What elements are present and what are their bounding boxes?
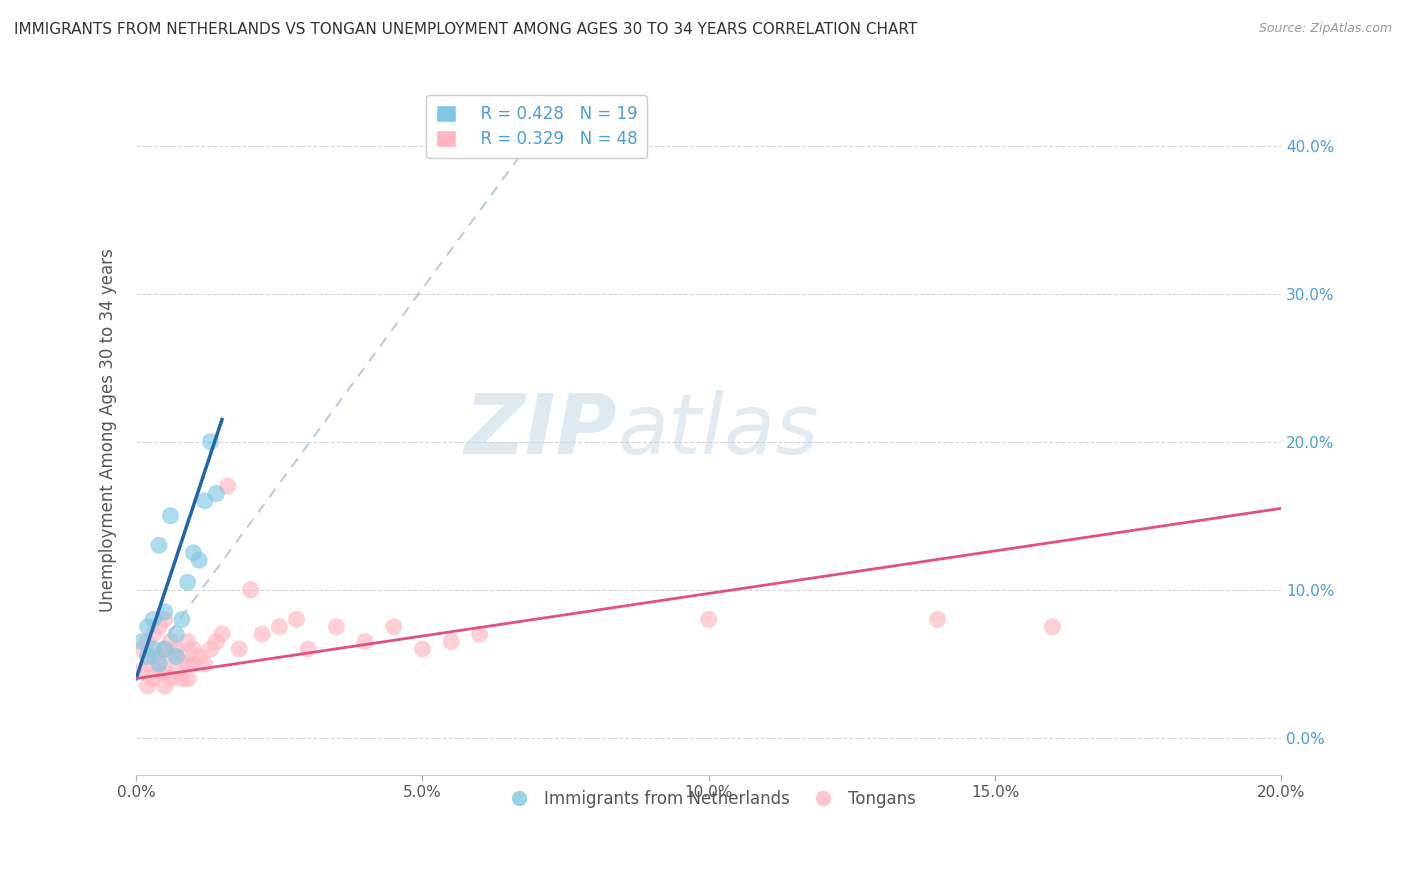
Point bbox=[1040, 620, 1063, 634]
Point bbox=[176, 672, 198, 686]
Point bbox=[136, 634, 159, 648]
Text: IMMIGRANTS FROM NETHERLANDS VS TONGAN UNEMPLOYMENT AMONG AGES 30 TO 34 YEARS COR: IMMIGRANTS FROM NETHERLANDS VS TONGAN UN… bbox=[14, 22, 917, 37]
Point bbox=[148, 538, 170, 552]
Point bbox=[142, 627, 165, 641]
Point bbox=[228, 642, 250, 657]
Point bbox=[153, 642, 176, 657]
Point bbox=[176, 657, 198, 671]
Point bbox=[205, 486, 228, 500]
Point bbox=[382, 620, 405, 634]
Point bbox=[170, 672, 193, 686]
Point bbox=[142, 642, 165, 657]
Point bbox=[153, 605, 176, 619]
Point bbox=[159, 634, 181, 648]
Point bbox=[159, 508, 181, 523]
Point bbox=[205, 634, 228, 648]
Point bbox=[131, 664, 153, 678]
Point bbox=[131, 642, 153, 657]
Point bbox=[411, 642, 433, 657]
Text: atlas: atlas bbox=[617, 390, 818, 471]
Point bbox=[200, 434, 222, 449]
Point bbox=[468, 627, 491, 641]
Point bbox=[165, 627, 187, 641]
Point bbox=[200, 642, 222, 657]
Point bbox=[269, 620, 291, 634]
Point bbox=[136, 649, 159, 664]
Point bbox=[165, 642, 187, 657]
Point bbox=[142, 672, 165, 686]
Point bbox=[170, 649, 193, 664]
Point bbox=[211, 627, 233, 641]
Point bbox=[142, 649, 165, 664]
Point bbox=[194, 657, 217, 671]
Point bbox=[176, 634, 198, 648]
Point bbox=[194, 494, 217, 508]
Point bbox=[159, 672, 181, 686]
Point bbox=[188, 649, 211, 664]
Point bbox=[136, 620, 159, 634]
Point bbox=[354, 634, 377, 648]
Point bbox=[153, 664, 176, 678]
Point bbox=[183, 642, 205, 657]
Point bbox=[148, 649, 170, 664]
Point bbox=[285, 612, 308, 626]
Point bbox=[183, 657, 205, 671]
Point bbox=[188, 553, 211, 567]
Text: ZIP: ZIP bbox=[464, 390, 617, 471]
Point bbox=[153, 612, 176, 626]
Point bbox=[136, 679, 159, 693]
Y-axis label: Unemployment Among Ages 30 to 34 years: Unemployment Among Ages 30 to 34 years bbox=[100, 249, 117, 613]
Point bbox=[148, 664, 170, 678]
Point bbox=[148, 657, 170, 671]
Point bbox=[136, 657, 159, 671]
Point bbox=[239, 582, 262, 597]
Point bbox=[325, 620, 347, 634]
Point bbox=[159, 649, 181, 664]
Point bbox=[217, 479, 239, 493]
Point bbox=[165, 649, 187, 664]
Legend: Immigrants from Netherlands, Tongans: Immigrants from Netherlands, Tongans bbox=[495, 783, 922, 814]
Point bbox=[927, 612, 949, 626]
Point bbox=[250, 627, 273, 641]
Point bbox=[153, 642, 176, 657]
Point bbox=[170, 612, 193, 626]
Point bbox=[153, 679, 176, 693]
Point bbox=[176, 575, 198, 590]
Point bbox=[131, 634, 153, 648]
Point bbox=[440, 634, 463, 648]
Text: Source: ZipAtlas.com: Source: ZipAtlas.com bbox=[1258, 22, 1392, 36]
Point bbox=[183, 546, 205, 560]
Point bbox=[148, 620, 170, 634]
Point bbox=[142, 612, 165, 626]
Point bbox=[297, 642, 319, 657]
Point bbox=[165, 664, 187, 678]
Point bbox=[697, 612, 720, 626]
